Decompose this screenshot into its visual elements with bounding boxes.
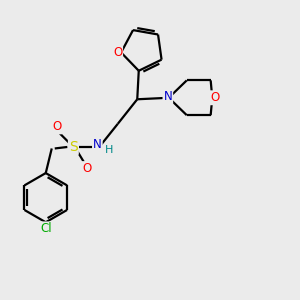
Text: O: O bbox=[52, 120, 62, 134]
Text: O: O bbox=[82, 162, 92, 175]
Text: Cl: Cl bbox=[40, 222, 52, 236]
Text: H: H bbox=[105, 145, 113, 155]
Text: O: O bbox=[113, 46, 122, 59]
Text: O: O bbox=[210, 91, 219, 104]
Text: N: N bbox=[93, 138, 102, 152]
Text: S: S bbox=[69, 140, 78, 154]
Text: N: N bbox=[164, 90, 172, 104]
